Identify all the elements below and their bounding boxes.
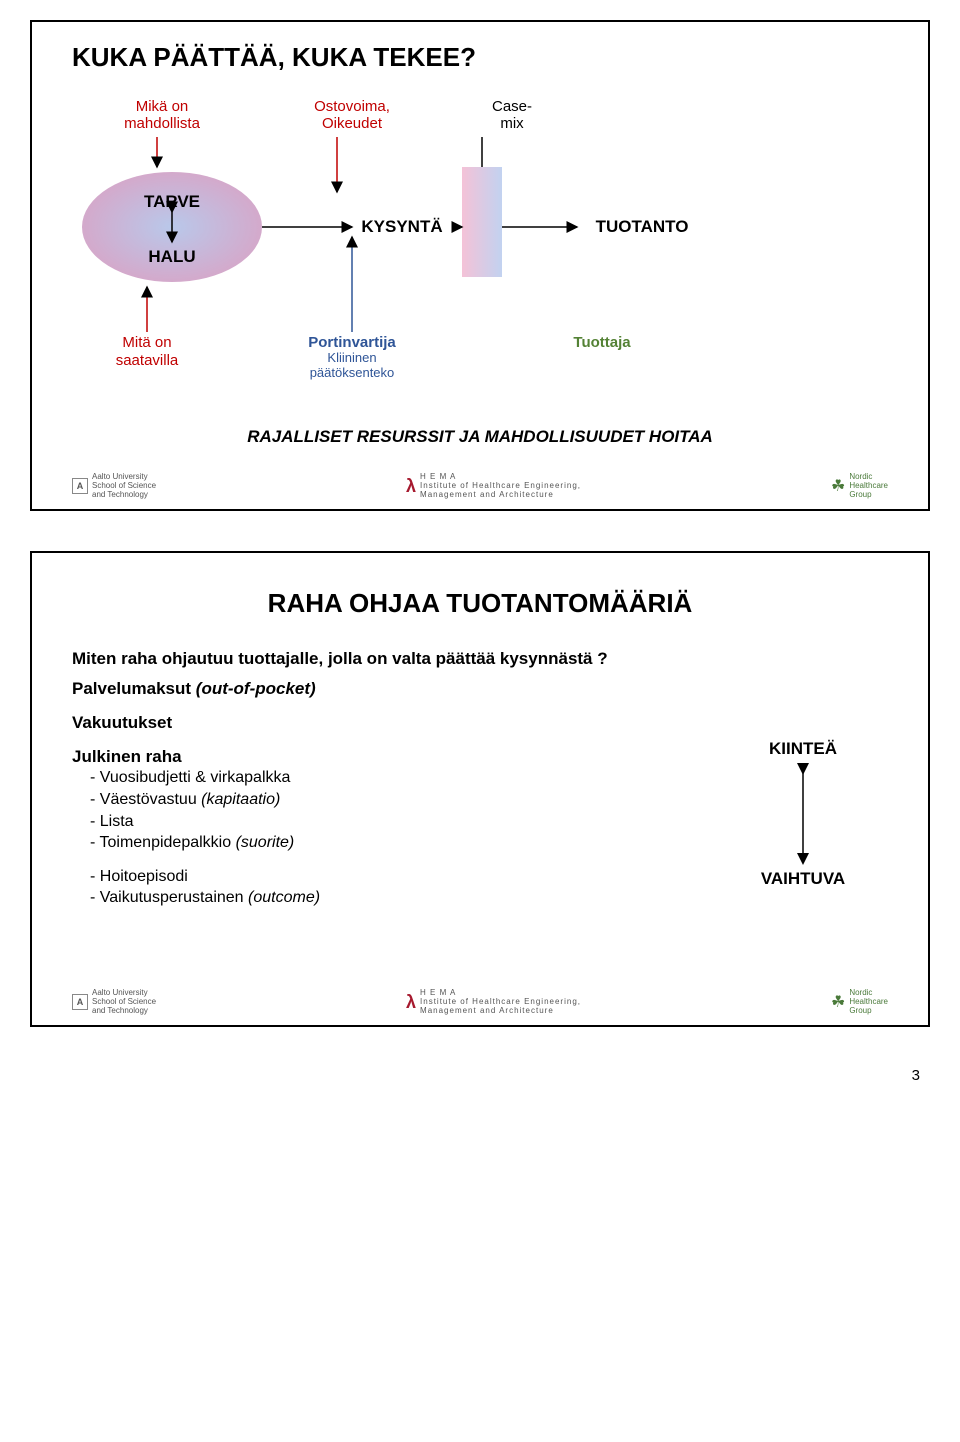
footer-aalto: A Aalto University School of Science and… [72, 473, 156, 499]
item-0: - Vuosibudjetti & virkapalkka [90, 767, 718, 789]
item-gap [90, 854, 718, 866]
block0-title-main: Palvelumaksut [72, 679, 196, 698]
footer-nhg-2: ☘ Nordic Healthcare Group [831, 989, 888, 1015]
item-2: - Lista [90, 811, 718, 833]
block-palvelumaksut: Palvelumaksut (out-of-pocket) [72, 679, 718, 699]
slide-1: KUKA PÄÄTTÄÄ, KUKA TEKEE? Mikä on mahdol… [30, 20, 930, 511]
label-vaihtuva: VAIHTUVA [761, 869, 845, 889]
slide1-title: KUKA PÄÄTTÄÄ, KUKA TEKEE? [72, 42, 888, 73]
block-vakuutukset: Vakuutukset [72, 713, 718, 733]
label-kiintea: KIINTEÄ [769, 739, 837, 759]
flow-kliininen-l1: Kliininen [327, 350, 376, 365]
label-mika: Mikä on mahdollista [102, 98, 222, 132]
footer-aalto-2: A Aalto University School of Science and… [72, 989, 156, 1015]
slide2-question: Miten raha ohjautuu tuottajalle, jolla o… [72, 649, 888, 669]
flow-tuotanto: TUOTANTO [596, 217, 689, 236]
block2-items: - Vuosibudjetti & virkapalkka - Väestöva… [90, 767, 718, 909]
footer-nhg: ☘ Nordic Healthcare Group [831, 473, 888, 499]
footer-hema-2: λ H E M A Institute of Healthcare Engine… [406, 989, 581, 1015]
flow-halu: HALU [148, 247, 195, 266]
slide-2: RAHA OHJAA TUOTANTOMÄÄRIÄ Miten raha ohj… [30, 551, 930, 1027]
flow-kysynta: KYSYNTÄ [361, 217, 442, 236]
flow-portinvartija: Portinvartija [308, 334, 396, 351]
leaf-icon: ☘ [831, 476, 845, 496]
block0-title-italic: (out-of-pocket) [196, 679, 316, 698]
label-casemix: Case- mix [472, 98, 552, 132]
funding-column: Palvelumaksut (out-of-pocket) Vakuutukse… [72, 679, 718, 923]
slide1-bottom: RAJALLISET RESURSSIT JA MAHDOLLISUUDET H… [72, 427, 888, 447]
item-3: - Toimenpidepalkkio (suorite) [90, 832, 718, 854]
slide2-content: Palvelumaksut (out-of-pocket) Vakuutukse… [72, 679, 888, 923]
slide2-footer: A Aalto University School of Science and… [72, 983, 888, 1015]
slide1-header-labels: Mikä on mahdollista Ostovoima, Oikeudet … [102, 98, 888, 132]
flow-tuottaja: Tuottaja [573, 334, 631, 351]
right-column: KIINTEÄ VAIHTUVA [718, 739, 888, 889]
flow-saatavilla-l1: Mitä on [122, 334, 171, 351]
flow-kliininen-l2: päätöksenteko [310, 365, 395, 380]
slide1-footer: A Aalto University School of Science and… [72, 467, 888, 499]
flow-saatavilla-l2: saatavilla [116, 352, 179, 369]
slide2-title: RAHA OHJAA TUOTANTOMÄÄRIÄ [72, 588, 888, 619]
flow-tarve: TARVE [144, 192, 200, 211]
item-1: - Väestövastuu (kapitaatio) [90, 789, 718, 811]
footer-hema: λ H E M A Institute of Healthcare Engine… [406, 473, 581, 499]
page-number: 3 [30, 1067, 930, 1084]
block-julkinen-raha: Julkinen raha - Vuosibudjetti & virkapal… [72, 747, 718, 909]
double-arrow [788, 759, 818, 869]
item-6: - Vaikutusperustainen (outcome) [90, 887, 718, 909]
item-5: - Hoitoepisodi [90, 866, 718, 888]
flow-diagram: TARVE HALU KYSYNTÄ TUOTANTO Mitä on saat… [72, 137, 872, 397]
leaf-icon-2: ☘ [831, 992, 845, 1012]
label-osto: Ostovoima, Oikeudet [292, 98, 412, 132]
